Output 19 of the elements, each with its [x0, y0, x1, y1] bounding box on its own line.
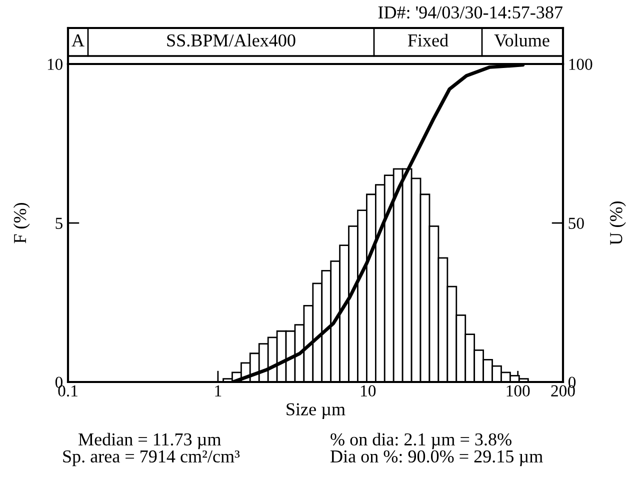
text: Volume — [494, 34, 550, 47]
y-tick-label: 5 — [56, 218, 62, 229]
y-axis-title: F (%) — [13, 202, 30, 244]
y2-tick-label: 100 — [569, 58, 592, 70]
y-tick-label: 10 — [48, 58, 63, 70]
text: Fixed — [408, 34, 448, 47]
text: ID#: '94/03/30-14:57-387 — [378, 6, 562, 19]
text: % on dia: 2.1 µm = 3.8% — [330, 432, 512, 450]
text: SS.BPM/Alex400 — [167, 34, 296, 47]
text: Sp. area = 7914 cm²/cm³ — [63, 450, 240, 466]
text: A — [72, 34, 84, 46]
x-tick-label: 10 — [361, 385, 376, 397]
y2-axis-title: U (%) — [610, 201, 626, 245]
text: Median = 11.73 µm — [78, 432, 221, 450]
y2-tick-label: 50 — [568, 218, 584, 229]
text: Dia on %: 90.0% = 29.15 µm — [330, 450, 543, 466]
x-tick-label: 1 — [215, 385, 222, 396]
x-axis-title: Size µm — [286, 403, 346, 420]
x-tick-label: 100 — [506, 385, 530, 397]
